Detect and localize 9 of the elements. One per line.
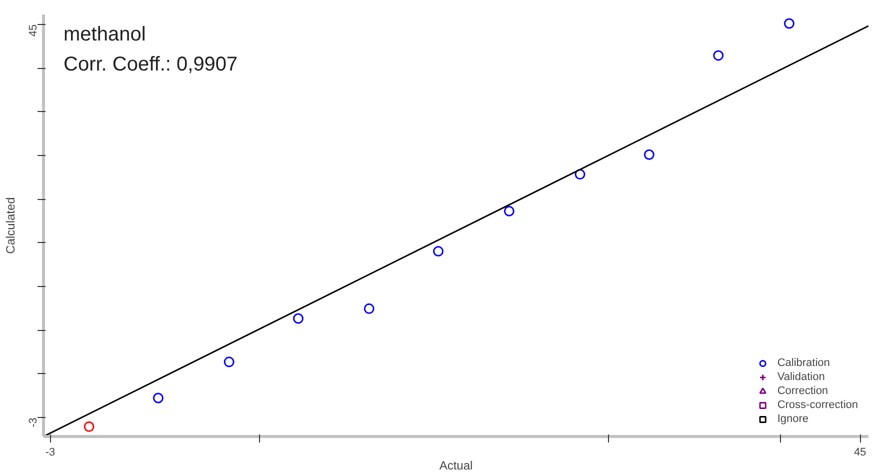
annotation: methanol xyxy=(64,24,146,46)
legend-label: Cross-correction xyxy=(777,398,858,412)
legend-label: Validation xyxy=(777,370,825,384)
annotation: Corr. Coeff.: 0,9907 xyxy=(64,54,238,76)
legend-label: Ignore xyxy=(777,412,809,426)
y-axis-title: Calculated xyxy=(4,197,18,254)
legend-label: Calibration xyxy=(777,356,830,370)
legend-label: Correction xyxy=(777,384,828,398)
x-axis-title: Actual xyxy=(439,458,473,472)
